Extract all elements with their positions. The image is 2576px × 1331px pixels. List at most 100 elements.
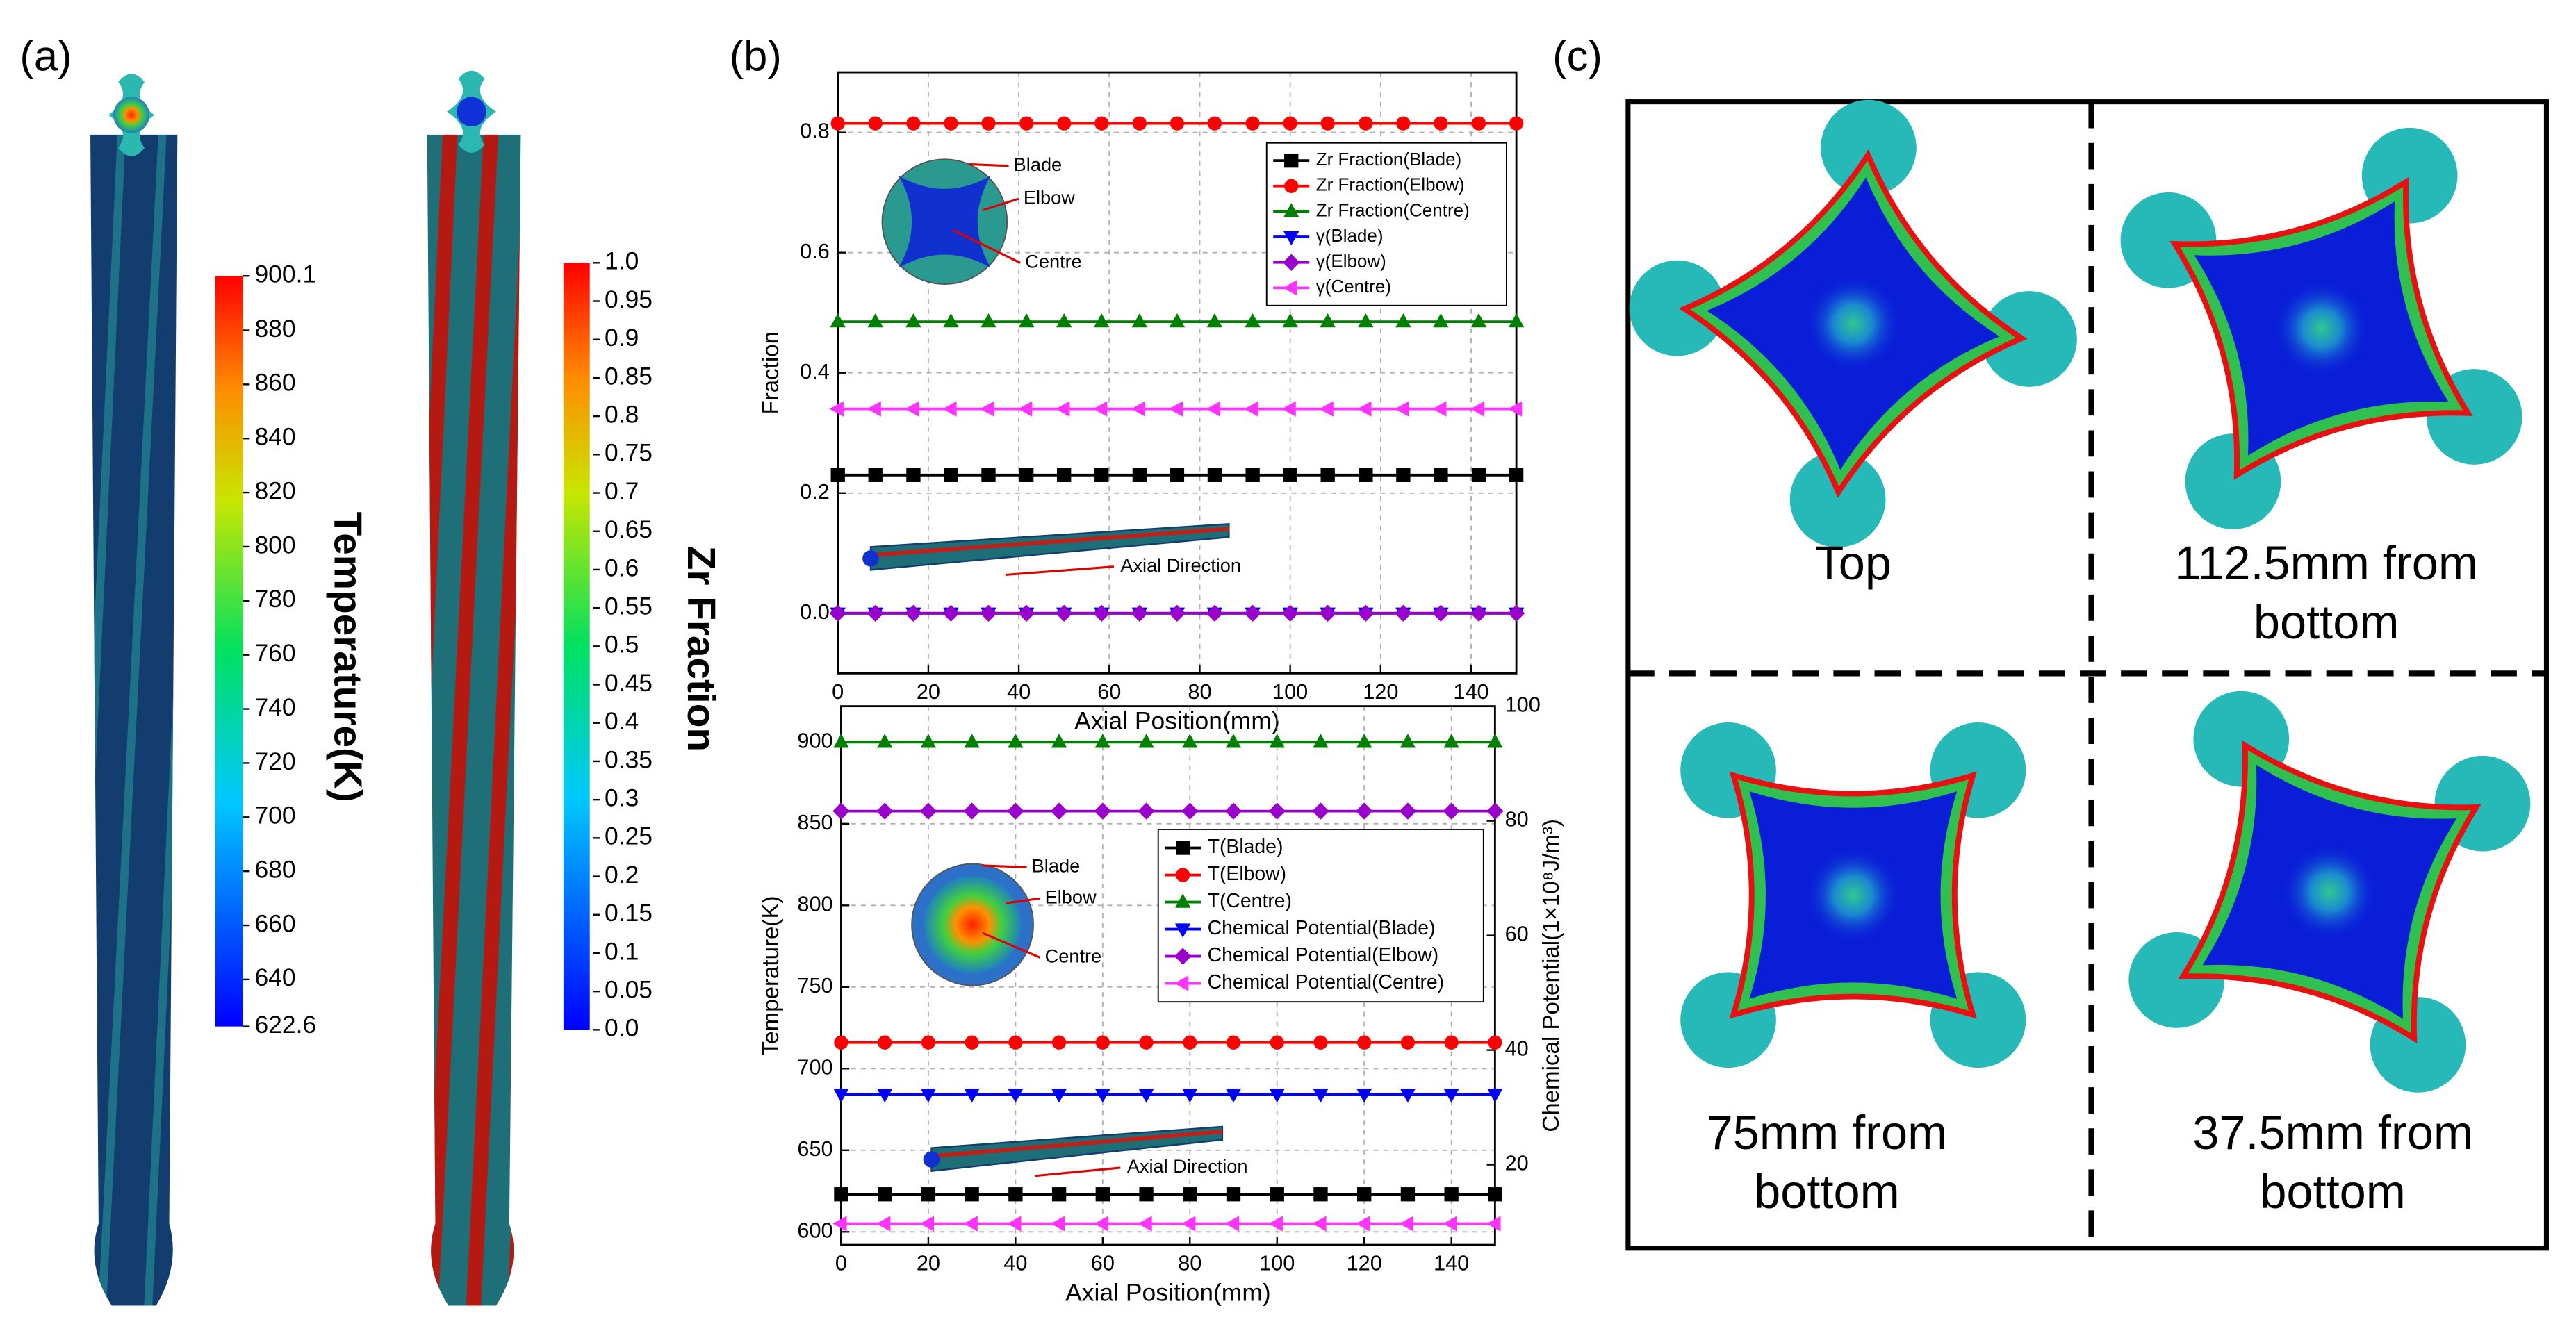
marker	[1444, 1187, 1459, 1202]
marker	[964, 1088, 980, 1103]
colorbar-tick-label: 1.0	[605, 247, 639, 275]
marker	[1443, 802, 1460, 820]
marker	[1283, 280, 1297, 296]
marker	[1017, 401, 1033, 417]
marker	[1018, 313, 1035, 328]
inset-rod-stripe	[870, 527, 1229, 558]
inset-label: Elbow	[1024, 186, 1075, 208]
marker	[1312, 1216, 1327, 1232]
marker	[963, 802, 981, 820]
legend-label: Chemical Potential(Blade)	[1208, 917, 1436, 939]
marker	[1396, 468, 1411, 482]
marker	[1283, 116, 1297, 131]
marker	[1471, 116, 1486, 131]
marker	[1007, 1216, 1022, 1232]
colorbar-tick-label: 800	[254, 531, 295, 559]
marker	[964, 734, 980, 748]
marker	[1486, 1216, 1501, 1232]
marker	[1400, 1035, 1416, 1050]
legend-label: γ(Elbow)	[1316, 251, 1386, 272]
lobe	[1821, 99, 1917, 196]
marker	[830, 116, 845, 131]
marker	[1355, 802, 1373, 820]
marker	[920, 734, 937, 748]
marker	[1093, 604, 1110, 622]
marker	[1095, 1035, 1110, 1050]
marker	[830, 468, 845, 482]
marker	[981, 313, 996, 328]
inset-label: Blade	[1014, 154, 1063, 175]
marker	[876, 1088, 893, 1103]
marker	[1356, 1088, 1372, 1103]
marker	[1270, 1035, 1284, 1050]
y-tick-label: 0.8	[800, 119, 830, 143]
marker	[1488, 1035, 1502, 1050]
panel-label: (c)	[1552, 32, 1602, 80]
legend-label: γ(Centre)	[1316, 276, 1391, 297]
y-tick-label: 850	[797, 810, 832, 834]
colorbar-tick-label: 760	[254, 639, 295, 667]
marker	[1207, 116, 1222, 131]
marker	[1400, 734, 1416, 748]
x-tick-label: 140	[1453, 679, 1488, 704]
inset-label: Centre	[1045, 945, 1102, 967]
marker	[980, 604, 997, 622]
marker	[1138, 734, 1154, 748]
x-tick-label: 40	[1007, 679, 1031, 704]
marker	[1245, 116, 1260, 131]
marker	[868, 116, 883, 131]
marker	[1008, 1088, 1024, 1103]
colorbar-tick-label: 740	[254, 693, 295, 721]
marker	[1245, 313, 1261, 328]
marker	[963, 1216, 978, 1232]
marker	[942, 401, 957, 417]
marker	[1268, 1216, 1283, 1232]
marker	[1399, 802, 1417, 820]
marker	[1183, 1187, 1197, 1202]
cross-section	[1680, 722, 2026, 1068]
marker	[1357, 1187, 1372, 1202]
marker	[1320, 468, 1335, 482]
marker	[1320, 116, 1335, 131]
marker	[906, 116, 921, 131]
x-tick-label: 140	[1434, 1251, 1469, 1275]
legend-label: γ(Blade)	[1316, 225, 1384, 246]
marker	[1008, 734, 1024, 748]
marker	[829, 401, 844, 417]
marker	[905, 313, 921, 328]
marker	[1008, 1187, 1023, 1202]
colorbar-tick-label: 0.2	[605, 861, 639, 888]
marker	[1434, 116, 1448, 131]
legend-label: Chemical Potential(Centre)	[1208, 971, 1444, 993]
y2-tick-label: 20	[1505, 1151, 1529, 1175]
y-tick-label: 700	[797, 1055, 832, 1079]
inset-label: Blade	[1032, 855, 1081, 877]
y-axis-label: Temperature(K)	[758, 895, 784, 1055]
colorbar-title: Zr Fraction	[679, 546, 723, 752]
colorbar-tick-label: 720	[254, 747, 295, 775]
colorbar-tick-label: 0.45	[605, 669, 653, 697]
y-axis-label: Fraction	[758, 331, 784, 415]
marker	[919, 1216, 935, 1232]
marker	[1169, 313, 1186, 328]
marker	[1432, 401, 1447, 417]
marker	[832, 1216, 847, 1232]
marker	[1224, 802, 1242, 820]
marker	[1225, 1088, 1242, 1103]
x-axis-label: Axial Position(mm)	[1074, 707, 1280, 735]
marker	[944, 468, 958, 482]
y-tick-label: 650	[797, 1136, 832, 1161]
marker	[878, 1035, 892, 1050]
marker	[1359, 116, 1373, 131]
marker	[1443, 1216, 1457, 1232]
marker	[905, 401, 919, 417]
marker	[1282, 313, 1298, 328]
cross-section-label: Top	[1815, 536, 1892, 590]
inset-rod-stripe	[931, 1130, 1223, 1159]
marker	[1487, 734, 1503, 748]
colorbar-tick-label: 900.1	[254, 261, 316, 288]
marker	[1138, 1216, 1152, 1232]
x-tick-label: 80	[1178, 1251, 1201, 1275]
colorbar-tick-label: 0.8	[605, 400, 639, 428]
marker	[1443, 734, 1459, 748]
